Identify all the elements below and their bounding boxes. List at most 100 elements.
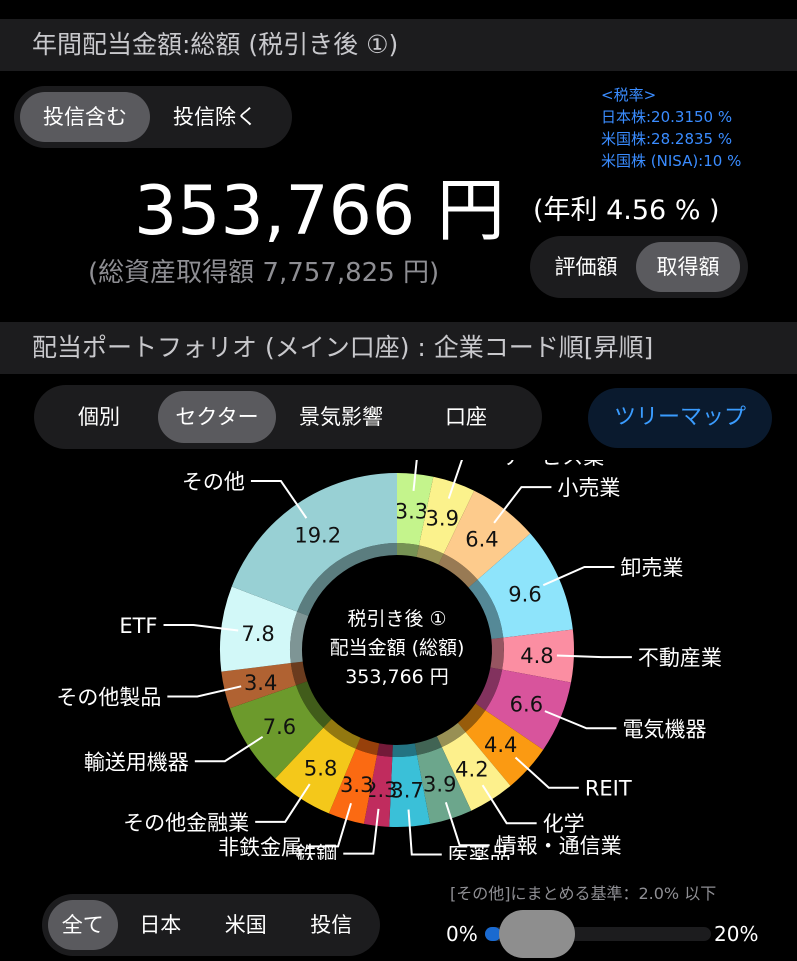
donut-slice-inner-ring [376, 743, 393, 757]
slice-value-label: 4.2 [455, 757, 488, 781]
slice-value-label: 7.8 [241, 622, 274, 646]
slice-value-label: 4.4 [484, 733, 517, 757]
slice-value-label: 3.9 [426, 507, 459, 531]
donut-slice-inner-ring [290, 611, 309, 664]
donut-slice-inner-ring [468, 579, 504, 640]
category-label: 医薬品 [448, 843, 511, 860]
region-tabs: 全て 日本 米国 投信 [42, 894, 380, 956]
slice-value-label: 6.4 [465, 528, 498, 552]
category-label: 卸売業 [620, 556, 683, 580]
slider-min: 0% [446, 922, 478, 946]
include-funds-button[interactable]: 投信含む [20, 92, 150, 142]
category-label: 化学 [543, 812, 585, 836]
slice-value-label: 6.6 [510, 692, 543, 716]
category-label: ETF [119, 614, 157, 638]
donut-slice [231, 473, 397, 612]
exclude-funds-button[interactable]: 投信除く [173, 105, 257, 129]
leader-line [544, 710, 617, 730]
leader-line [250, 480, 308, 519]
threshold-slider-thumb[interactable] [499, 910, 575, 958]
leader-line [255, 783, 311, 823]
donut-slice-inner-ring [475, 667, 503, 711]
header-title: 年間配当金額:総額 (税引き後 ①) [32, 30, 399, 59]
leader-line [412, 460, 418, 491]
slider-max: 20% [714, 922, 759, 946]
donut-slice [418, 476, 475, 554]
donut-slice-inner-ring [438, 553, 478, 588]
donut-slice [502, 629, 574, 683]
market-value-button[interactable]: 評価額 [554, 255, 618, 279]
fund-toggle: 投信含む 投信除く [14, 86, 292, 148]
slider-fill [485, 927, 501, 941]
slice-value-label: 9.6 [508, 582, 541, 606]
category-label: 電気機器 [622, 717, 706, 741]
slice-value-label: 3.4 [244, 671, 277, 695]
value-toggle: 評価額 取得額 [530, 236, 748, 298]
treemap-button[interactable]: ツリーマップ [588, 388, 772, 448]
slice-value-label: 19.2 [294, 524, 341, 548]
leader-line [542, 565, 615, 587]
category-label: その他製品 [56, 686, 161, 710]
leader-line [343, 808, 380, 855]
category-label: その他金融業 [123, 811, 249, 835]
donut-slice [443, 490, 531, 580]
donut-slice-inner-ring [392, 743, 418, 757]
category-label: サービス業 [499, 460, 604, 469]
category-label: 非鉄金属 [218, 835, 302, 859]
portfolio-header: 配当ポートフォリオ (メイン口座) : 企業コード順[昇順] [0, 322, 797, 374]
leader-line [163, 623, 239, 632]
leader-line [447, 460, 463, 499]
portfolio-title: 配当ポートフォリオ (メイン口座) : 企業コード順[昇順] [32, 333, 654, 362]
donut-slice [389, 755, 431, 827]
tab-all[interactable]: 全て [48, 900, 118, 950]
leader-line [556, 654, 632, 659]
threshold-label: [その他]にまとめる基準：2.0% 以下 [450, 884, 717, 903]
leader-line [493, 486, 552, 524]
slice-value-label: 3.3 [395, 500, 428, 524]
view-tabs: 個別 セクター 景気影響 口座 [34, 385, 542, 449]
donut-slice-inner-ring [416, 545, 444, 565]
donut-slice-inner-ring [290, 661, 308, 686]
slice-value-label: 5.8 [304, 756, 337, 780]
donut-slice-inner-ring [323, 718, 361, 749]
donut-slice [397, 473, 434, 546]
donut-slice [465, 710, 544, 786]
donut-slice [477, 533, 573, 638]
leader-line [514, 756, 579, 789]
category-label: REIT [585, 777, 632, 801]
leader-line [194, 736, 264, 763]
donut-slice [221, 663, 296, 709]
tab-funds[interactable]: 投信 [310, 913, 353, 937]
donut-slice [328, 748, 377, 824]
slice-value-label: 4.8 [520, 644, 553, 668]
donut-slice [417, 747, 472, 824]
slice-value-label: 3.7 [390, 779, 423, 803]
tab-us[interactable]: 米国 [224, 913, 267, 937]
tab-individual[interactable]: 個別 [78, 405, 120, 429]
tab-account[interactable]: 口座 [445, 405, 487, 429]
category-label: 輸送用機器 [84, 750, 189, 774]
leader-line [481, 784, 537, 825]
slice-value-label: 3.9 [423, 772, 456, 796]
tax-rates: <税率> 日本株:20.3150 % 米国株:28.2835 % 米国株 (NI… [601, 84, 741, 172]
tax-rate-line: 日本株:20.3150 % [601, 108, 733, 126]
leader-line [444, 802, 490, 847]
center-text: 配当金額 (総額) [330, 637, 465, 659]
tab-economy[interactable]: 景気影響 [299, 405, 383, 429]
leader-line [308, 802, 352, 848]
tax-rate-line: 米国株:28.2835 % [601, 130, 733, 148]
donut-slice [229, 685, 324, 779]
donut-slice-inner-ring [355, 737, 380, 756]
donut-slice-inner-ring [397, 543, 419, 558]
cost-button[interactable]: 取得額 [636, 242, 740, 292]
donut-slice [275, 727, 356, 814]
tab-japan[interactable]: 日本 [139, 913, 182, 937]
donut-slice-inner-ring [436, 722, 466, 748]
dividend-amount: 353,766 円 [134, 172, 505, 251]
donut-slice [363, 755, 393, 827]
donut-slice [441, 732, 511, 811]
annual-yield: (年利 4.56 % ) [533, 195, 720, 226]
sector-donut-chart: 3.3食料品3.9サービス業6.4小売業9.6卸売業4.8不動産業6.6電気機器… [56, 460, 722, 860]
tab-sector[interactable]: セクター [158, 391, 276, 443]
center-text: 税引き後 ① [347, 608, 446, 630]
